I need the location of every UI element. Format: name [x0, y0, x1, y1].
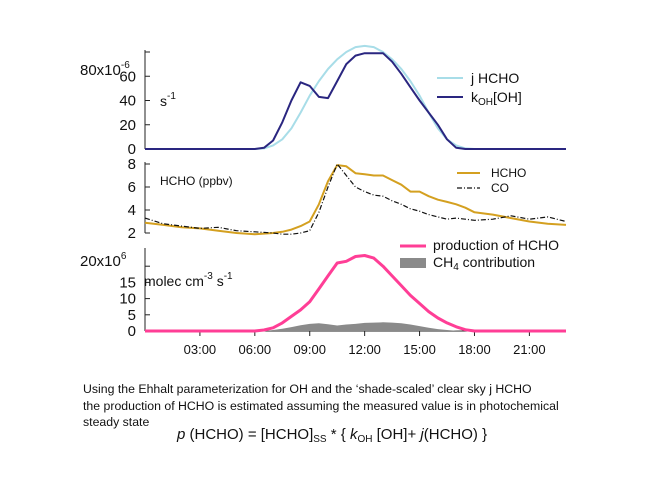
- koh-oh--series: [145, 52, 566, 150]
- y-tick-label: 15: [119, 274, 136, 291]
- y-tick-label: 60: [119, 68, 136, 85]
- x-tick-label: 21:00: [513, 342, 546, 357]
- top-y-unit-label: s-1: [160, 91, 176, 109]
- caption: Using the Ehhalt parameterization for OH…: [83, 381, 653, 431]
- formula: p (HCHO) = [HCHO]SS * { kOH [OH]+ j(HCHO…: [177, 426, 487, 445]
- legend-swatch-ch4: [400, 258, 426, 268]
- middle-axis-ticks: 2 4 6 8: [128, 156, 150, 242]
- formula-part-3: [OH]+: [372, 426, 421, 443]
- caption-line-1: Using the Ehhalt parameterization for OH…: [83, 382, 532, 396]
- legend-label-koh: kOH[OH]: [471, 89, 522, 108]
- x-tick-label: 03:00: [184, 342, 217, 357]
- x-tick-label: 06:00: [239, 342, 272, 357]
- y-tick-label: 2: [128, 225, 136, 242]
- x-tick-label: 09:00: [293, 342, 326, 357]
- top-series: [145, 44, 566, 150]
- legend-label-ch4: CH4 contribution: [433, 254, 535, 273]
- bottom-y-unit-label: molec cm-3 s-1: [144, 271, 233, 289]
- formula-j: j: [420, 426, 424, 443]
- x-tick-label: 12:00: [348, 342, 381, 357]
- y-tick-label: 40: [119, 93, 136, 110]
- panel-jhcho-koh: 0 20 40 60 80x10-6 s-1 j HCHO kOH[OH]: [80, 44, 566, 158]
- formula-oh: OH: [357, 434, 373, 445]
- formula-k: k: [349, 426, 358, 443]
- y-tick-label: 20: [119, 117, 136, 134]
- hcho-series: [144, 164, 567, 236]
- legend-label-production: production of HCHO: [433, 237, 559, 253]
- legend-label-hcho: HCHO: [491, 166, 526, 180]
- top-axis-ticks: 0 20 40 60: [119, 50, 150, 158]
- caption-line-3: steady state: [83, 415, 150, 429]
- legend-label-jhcho: j HCHO: [470, 70, 519, 86]
- x-tick-label: 15:00: [403, 342, 436, 357]
- co-series: [144, 163, 567, 235]
- y-tick-label: 0: [128, 141, 136, 158]
- bottom-series: [145, 254, 566, 333]
- y-tick-label: 6: [128, 179, 136, 196]
- top-legend: j HCHO kOH[OH]: [437, 70, 522, 108]
- middle-y-label: HCHO (ppbv): [160, 174, 233, 188]
- formula-part-1: (HCHO) = [HCHO]: [185, 426, 314, 443]
- panel-hcho-co: 2 4 6 8 HCHO (ppbv) HCHO CO: [128, 156, 567, 242]
- bottom-legend: production of HCHO CH4 contribution: [400, 237, 559, 273]
- formula-part-4: (HCHO) }: [423, 426, 488, 443]
- y-tick-label: 5: [128, 307, 136, 324]
- formula-ss: SS: [313, 434, 327, 445]
- x-tick-label: 18:00: [458, 342, 491, 357]
- formula-p: p: [177, 426, 186, 443]
- production-of-hcho-series: [145, 254, 566, 333]
- middle-series: [144, 163, 567, 236]
- bottom-y-exponent-label: 20x106: [80, 251, 127, 270]
- formula-part-2: * {: [326, 426, 350, 443]
- y-tick-label: 8: [128, 156, 136, 173]
- y-tick-label: 4: [128, 202, 136, 219]
- middle-legend: HCHO CO: [457, 166, 526, 195]
- y-tick-label: 0: [128, 323, 136, 340]
- legend-label-co: CO: [491, 181, 509, 195]
- ch4-contribution-series: [145, 322, 566, 331]
- caption-line-2: the production of HCHO is estimated assu…: [83, 398, 559, 413]
- top-y-exponent-label: 80x10-6: [80, 60, 130, 79]
- y-tick-label: 10: [119, 291, 136, 308]
